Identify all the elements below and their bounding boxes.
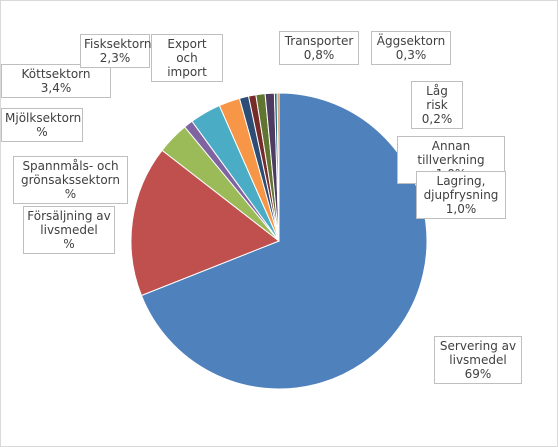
- value-label: 0,8%: [303, 48, 335, 62]
- value-label: %: [64, 187, 77, 201]
- value-label: 2,3%: [99, 51, 131, 65]
- value-label: %: [36, 125, 48, 139]
- data-label: Servering av livsmedel 69%: [434, 336, 522, 384]
- category-label: Lagring, djupfrysning: [423, 174, 499, 202]
- category-label: Äggsektorn: [376, 34, 446, 48]
- value-label: 69%: [464, 367, 492, 381]
- category-label: Mjölksektorn: [5, 111, 82, 125]
- data-label: Försäljning av livsmedel%: [23, 206, 115, 254]
- category-label: Servering av livsmedel: [439, 339, 517, 367]
- data-label: Export och import: [151, 34, 223, 82]
- value-label: 1,0%: [445, 202, 477, 216]
- category-label: Transporter: [284, 34, 354, 48]
- pie-slice: [140, 92, 428, 390]
- data-label: Köttsektorn 3,4%: [1, 64, 111, 98]
- value-label: 0,3%: [395, 48, 427, 62]
- pie-slice: [276, 92, 280, 242]
- value-label: %: [63, 237, 75, 251]
- data-label: Spannmåls- och grönsakssektorn%: [13, 156, 128, 204]
- category-label: Fisksektorn: [84, 37, 152, 51]
- value-label: 0,2%: [421, 112, 453, 126]
- category-label: Försäljning av livsmedel: [27, 209, 111, 237]
- data-label: Äggsektorn 0,3%: [371, 31, 451, 65]
- data-label: Transporter 0,8%: [279, 31, 359, 65]
- category-label: Export och import: [167, 37, 207, 79]
- pie-slice: [130, 149, 280, 297]
- data-label: Mjölksektorn%: [1, 108, 83, 142]
- value-label: 3,4%: [40, 81, 72, 95]
- data-label: Fisksektorn 2,3%: [80, 34, 152, 68]
- data-label: Låg risk 0,2%: [411, 81, 463, 129]
- data-label: Lagring, djupfrysning 1,0%: [416, 171, 506, 219]
- category-label: Spannmåls- och grönsakssektorn: [21, 159, 120, 187]
- category-label: Annan tillverkning: [417, 139, 485, 167]
- category-label: Låg risk: [426, 84, 448, 112]
- category-label: Köttsektorn: [21, 67, 91, 81]
